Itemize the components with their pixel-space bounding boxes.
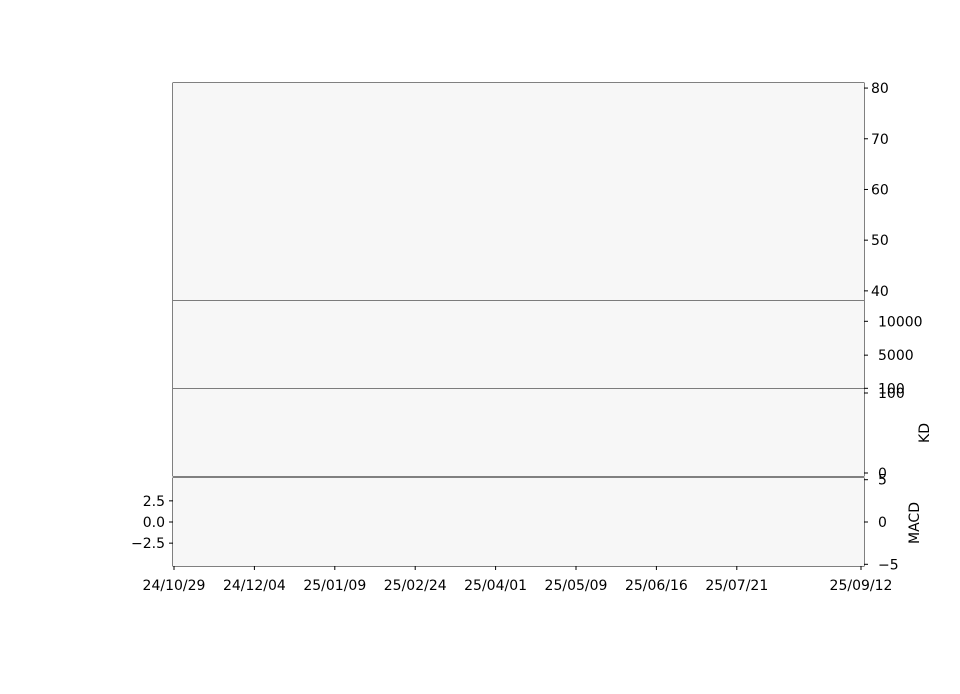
macd-right-ytick-label: −5 bbox=[878, 557, 899, 573]
kd-axis-label: KD bbox=[917, 423, 933, 443]
price-ytick-label: 40 bbox=[871, 284, 889, 300]
x-tick-label: 25/01/09 bbox=[303, 578, 366, 594]
price-panel-background bbox=[173, 83, 864, 301]
price-ytick-label: 70 bbox=[871, 132, 889, 148]
macd-right-ytick-label: 5 bbox=[878, 473, 887, 489]
volume-ytick-label: 10000 bbox=[878, 314, 923, 330]
x-axis: 24/10/29 24/12/04 25/01/09 25/02/24 25/04/01… bbox=[143, 566, 893, 594]
x-tick-label: 25/09/12 bbox=[830, 578, 893, 594]
macd-right-ytick-label: 0 bbox=[878, 515, 887, 531]
x-tick-label: 25/05/09 bbox=[545, 578, 608, 594]
x-tick-label: 25/07/21 bbox=[705, 578, 768, 594]
kd-ytick-label: 100 bbox=[878, 386, 905, 402]
kd-ytick-label: 0 bbox=[878, 466, 887, 482]
x-tick-label: 24/12/04 bbox=[223, 578, 286, 594]
price-ytick-label: 50 bbox=[871, 233, 889, 249]
macd-axis-label: MACD bbox=[907, 502, 923, 544]
volume-ytick-label: 100 bbox=[878, 381, 905, 397]
macd-left-ytick-label: −2.5 bbox=[131, 536, 165, 552]
x-tick-label: 25/06/16 bbox=[625, 578, 688, 594]
macd-left-ytick-label: 2.5 bbox=[143, 494, 165, 510]
volume-ytick-label: 5000 bbox=[878, 348, 914, 364]
macd-left-ytick-label: 0.0 bbox=[143, 515, 165, 531]
panels-layer: 4050607080MA5MA20MA60MA120MA240100500010… bbox=[131, 81, 933, 594]
volume-panel-background bbox=[173, 301, 864, 389]
x-tick-label: 24/10/29 bbox=[143, 578, 206, 594]
price-ytick-label: 60 bbox=[871, 182, 889, 198]
price-ytick-label: 80 bbox=[871, 81, 889, 97]
x-tick-label: 25/02/24 bbox=[384, 578, 447, 594]
x-tick-label: 25/04/01 bbox=[464, 578, 527, 594]
kd-panel-background bbox=[173, 389, 864, 476]
macd-panel-background bbox=[173, 478, 864, 566]
